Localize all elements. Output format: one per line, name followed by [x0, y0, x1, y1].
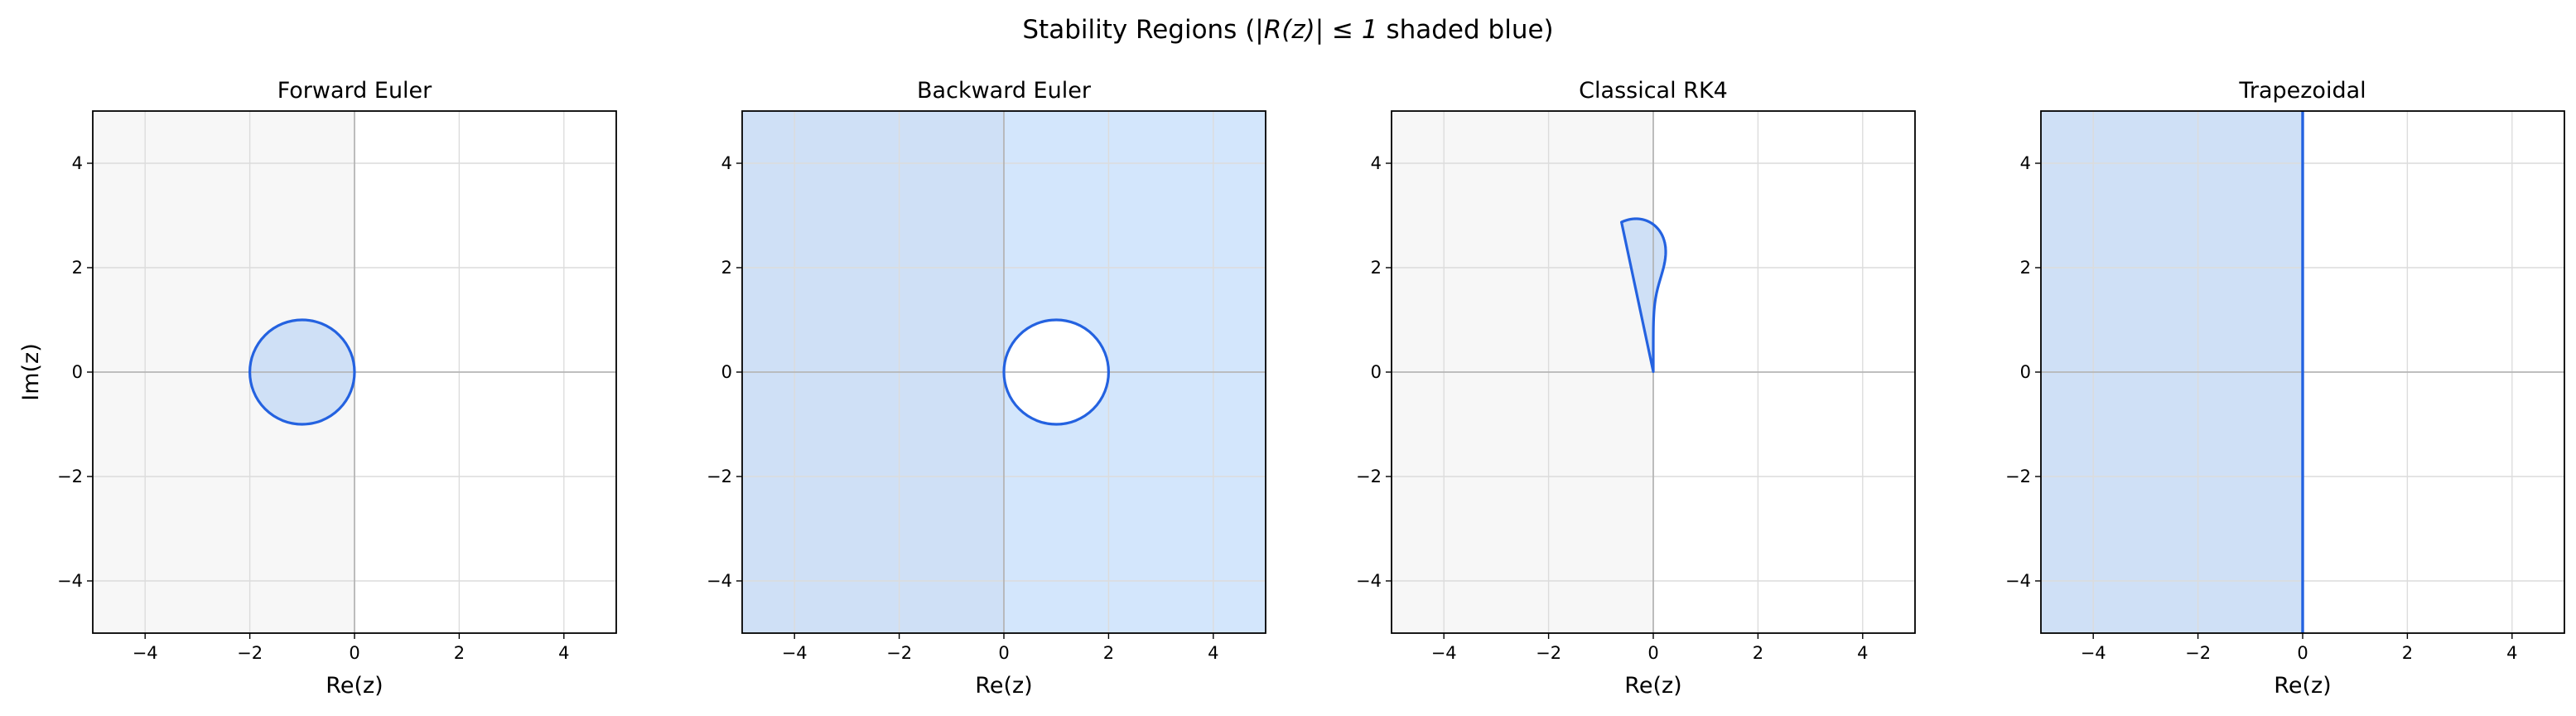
- x-tick-label: −2: [1536, 643, 1561, 663]
- x-axis-label: Re(z): [1624, 673, 1681, 699]
- figure-title-suffix: shaded blue): [1378, 15, 1554, 45]
- y-tick-label: 0: [1371, 362, 1382, 382]
- y-axis-label: Im(z): [18, 343, 44, 401]
- x-tick-label: 2: [2402, 643, 2413, 663]
- x-tick-label: 4: [558, 643, 569, 663]
- x-tick-label: 4: [1857, 643, 1868, 663]
- y-tick-label: 4: [721, 153, 732, 173]
- x-tick-label: −4: [2081, 643, 2106, 663]
- x-tick-label: 2: [454, 643, 465, 663]
- y-tick-label: 2: [721, 258, 732, 278]
- x-tick-label: −4: [782, 643, 808, 663]
- plot-area: [1392, 111, 1915, 633]
- y-tick-label: 0: [72, 362, 83, 382]
- panel-title: Trapezoidal: [2238, 78, 2366, 104]
- panel-3: −4 −2 0 2 4 −4 −2 0 2 4 Classical RK4 Re(z): [1356, 78, 1916, 699]
- x-tick-label: 2: [1103, 643, 1114, 663]
- panel-title: Classical RK4: [1579, 78, 1728, 104]
- x-axis-label: Re(z): [326, 673, 383, 699]
- y-tick-label: −2: [707, 467, 732, 486]
- y-tick-label: 0: [721, 362, 732, 382]
- x-tick-label: −4: [133, 643, 158, 663]
- x-tick-label: −2: [886, 643, 912, 663]
- panel-2: −4 −2 0 2 4 −4 −2 0 2 4 Backward Euler Re(z): [707, 78, 1266, 699]
- panel-1: −4 −2 0 2 4 −4 −2 0 2 4 Forward Euler Re(z) Im(z): [18, 78, 617, 699]
- x-tick-label: 4: [1208, 643, 1218, 663]
- y-tick-label: −2: [57, 467, 83, 486]
- x-axis-label: Re(z): [2274, 673, 2331, 699]
- x-tick-label: 4: [2506, 643, 2517, 663]
- x-tick-label: −2: [2185, 643, 2211, 663]
- x-tick-label: −4: [1431, 643, 1457, 663]
- plot-area: [93, 111, 616, 633]
- y-tick-label: −4: [1356, 571, 1382, 591]
- stability-boundary: [1002, 318, 1111, 426]
- plot-area: [742, 111, 1266, 633]
- y-tick-label: −4: [57, 571, 83, 591]
- y-tick-label: −2: [1356, 467, 1382, 486]
- x-tick-label: 0: [1647, 643, 1658, 663]
- y-tick-label: −2: [2005, 467, 2031, 486]
- panel-title: Backward Euler: [917, 78, 1092, 104]
- x-tick-label: 0: [349, 643, 359, 663]
- y-tick-label: 2: [1371, 258, 1382, 278]
- y-tick-label: 4: [72, 153, 83, 173]
- stable-region: [1621, 218, 1667, 372]
- x-tick-label: 0: [998, 643, 1009, 663]
- y-tick-label: 0: [2020, 362, 2031, 382]
- figure-title-math: |R(z)| ≤ 1: [1255, 15, 1377, 45]
- stability-boundary: [248, 318, 356, 426]
- panel-title: Forward Euler: [277, 78, 432, 104]
- figure-title-prefix: Stability Regions (: [1022, 15, 1255, 45]
- y-tick-label: 2: [2020, 258, 2031, 278]
- y-tick-label: −4: [2005, 571, 2031, 591]
- y-tick-label: 2: [72, 258, 83, 278]
- x-tick-label: −2: [237, 643, 263, 663]
- x-axis-label: Re(z): [975, 673, 1032, 699]
- panel-4: −4 −2 0 2 4 −4 −2 0 2 4 Trapezoidal Re(z): [2005, 78, 2565, 699]
- y-tick-label: −4: [707, 571, 732, 591]
- y-tick-label: 4: [1371, 153, 1382, 173]
- figure-title: Stability Regions (|R(z)| ≤ 1 shaded blu…: [1022, 15, 1553, 45]
- plot-area: [2041, 111, 2564, 633]
- stability-boundary: [1620, 217, 1667, 374]
- y-tick-label: 4: [2020, 153, 2031, 173]
- x-tick-label: 0: [2297, 643, 2308, 663]
- x-tick-label: 2: [1753, 643, 1763, 663]
